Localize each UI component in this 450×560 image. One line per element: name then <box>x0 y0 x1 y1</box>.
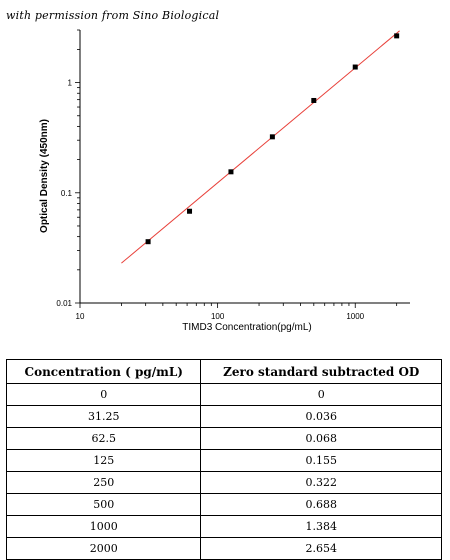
data-point <box>187 208 193 214</box>
header-od: Zero standard subtracted OD <box>200 359 442 384</box>
header-concentration: Concentration ( pg/mL) <box>5 359 202 384</box>
cell-od: 2.654 <box>200 537 442 560</box>
cell-concentration: 125 <box>5 449 202 472</box>
fit-line <box>121 30 400 264</box>
cell-od: 0.688 <box>200 493 442 516</box>
cell-od: 1.384 <box>200 515 442 538</box>
cell-concentration: 500 <box>5 493 202 516</box>
cell-od: 0.155 <box>200 449 442 472</box>
table-row: 125 0.155 <box>5 449 442 472</box>
cell-od: 0.322 <box>200 471 442 494</box>
table-header-row: Concentration ( pg/mL) Zero standard sub… <box>5 359 442 384</box>
data-table: Concentration ( pg/mL) Zero standard sub… <box>5 359 442 560</box>
x-axis-label: TIMD3 Concentration(pg/mL) <box>182 322 312 333</box>
y-axis-label: Optical Density (450nm) <box>39 119 50 233</box>
data-point <box>269 134 275 140</box>
table-row: 1000 1.384 <box>5 515 442 538</box>
cell-concentration: 2000 <box>5 537 202 560</box>
cell-concentration: 250 <box>5 471 202 494</box>
data-point <box>394 33 400 39</box>
table-row: 62.5 0.068 <box>5 427 442 450</box>
data-points <box>145 33 400 245</box>
y-tick-label: 0.01 <box>56 299 72 308</box>
y-tick-label: 1 <box>68 79 73 88</box>
tick-labels: 10 100 1000 0.01 0.1 1 <box>56 79 364 321</box>
x-tick-label: 1000 <box>346 312 364 321</box>
axes <box>75 29 410 308</box>
cell-concentration: 62.5 <box>5 427 202 450</box>
data-point <box>352 64 358 70</box>
standard-curve-chart: 10 100 1000 0.01 0.1 1 TIMD3 Concentration(pg… <box>39 29 410 333</box>
data-point <box>228 169 234 175</box>
table-row: 31.25 0.036 <box>5 405 442 428</box>
x-tick-label: 100 <box>211 312 225 321</box>
table-row: 500 0.688 <box>5 493 442 516</box>
cell-concentration: 0 <box>5 383 202 406</box>
permission-note: with permission from Sino Biological <box>6 9 220 22</box>
data-point <box>311 97 317 103</box>
fit-line-group <box>121 30 400 264</box>
cell-od: 0 <box>200 383 442 406</box>
cell-concentration: 31.25 <box>5 405 202 428</box>
table-row: 2000 2.654 <box>5 537 442 560</box>
y-tick-label: 0.1 <box>61 189 73 198</box>
data-point <box>145 239 151 245</box>
cell-od: 0.036 <box>200 405 442 428</box>
table-row: 250 0.322 <box>5 471 442 494</box>
x-tick-label: 10 <box>76 312 85 321</box>
cell-od: 0.068 <box>200 427 442 450</box>
cell-concentration: 1000 <box>5 515 202 538</box>
